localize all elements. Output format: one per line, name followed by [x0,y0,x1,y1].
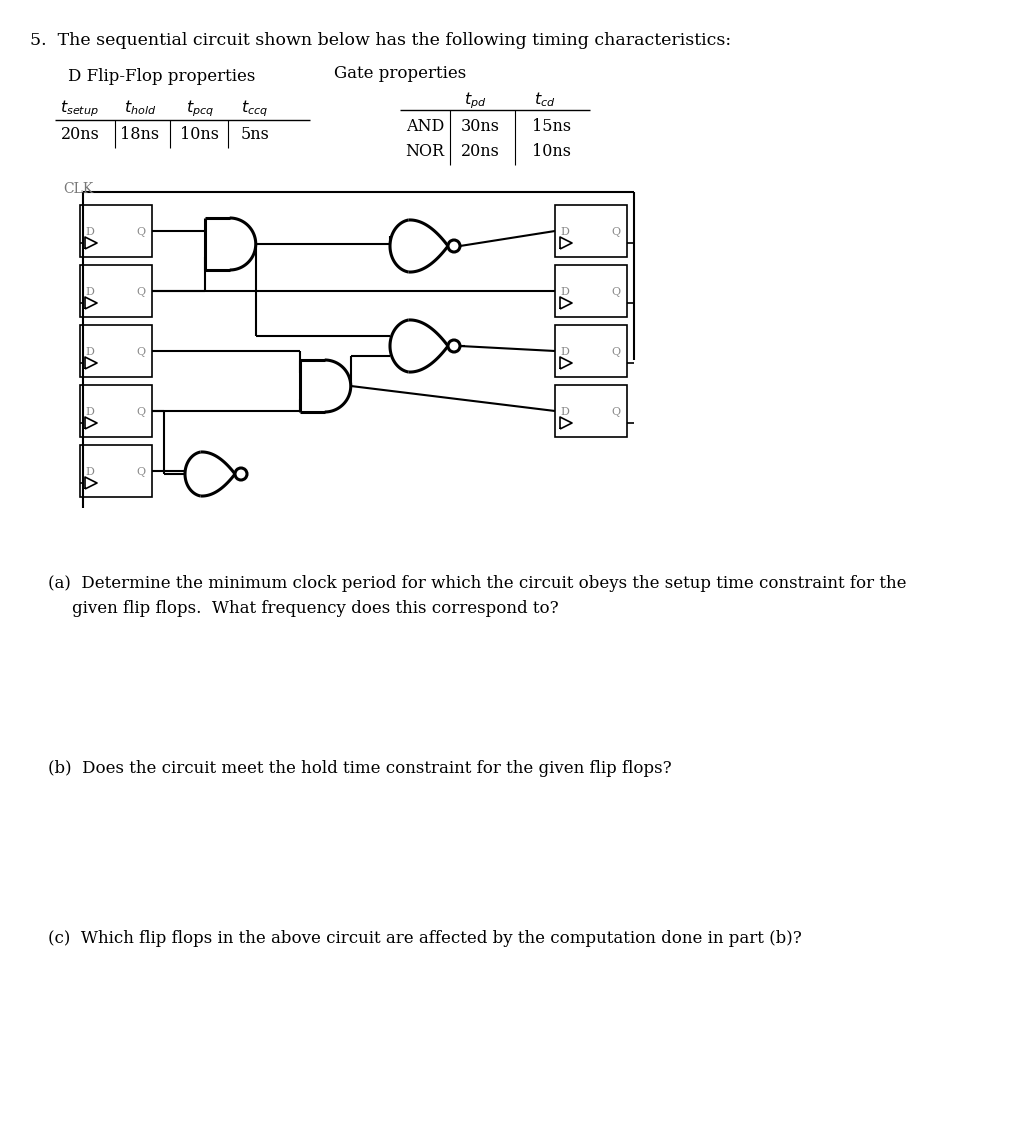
Text: $t_{pd}$: $t_{pd}$ [463,90,485,111]
Bar [80,265,152,318]
Text: D: D [559,287,568,297]
Text: 30ns: 30ns [460,118,499,135]
Text: Q: Q [135,227,145,237]
Bar [80,386,152,437]
Text: Q: Q [135,407,145,417]
Text: 20ns: 20ns [460,143,499,160]
Text: 15ns: 15ns [532,118,571,135]
Text: D: D [85,227,94,237]
Text: NOR: NOR [405,143,444,160]
Bar [554,386,627,437]
Text: 10ns: 10ns [532,143,571,160]
Text: D: D [85,287,94,297]
Bar [80,445,152,497]
Text: D: D [559,347,568,357]
Circle shape [235,468,247,480]
Text: Q: Q [611,407,620,417]
Text: CLK: CLK [63,181,93,196]
Bar [80,325,152,376]
Text: AND: AND [405,118,444,135]
Bar [554,325,627,376]
Text: Q: Q [135,467,145,477]
Circle shape [448,340,460,352]
Bar [554,205,627,257]
Text: D: D [85,407,94,417]
Text: Q: Q [611,227,620,237]
Text: given flip flops.  What frequency does this correspond to?: given flip flops. What frequency does th… [72,600,558,617]
Text: $t_{ccq}$: $t_{ccq}$ [242,98,268,119]
Text: Q: Q [611,347,620,357]
Text: 20ns: 20ns [61,126,99,143]
Text: D: D [559,407,568,417]
Circle shape [448,240,460,252]
Text: D Flip-Flop properties: D Flip-Flop properties [68,68,255,85]
Text: Gate properties: Gate properties [334,65,466,82]
Text: Q: Q [135,287,145,297]
Text: $t_{setup}$: $t_{setup}$ [61,98,99,119]
Text: 5ns: 5ns [241,126,269,143]
Text: Q: Q [611,287,620,297]
Text: $t_{pcq}$: $t_{pcq}$ [186,98,214,119]
Text: 10ns: 10ns [180,126,219,143]
Text: $t_{cd}$: $t_{cd}$ [534,90,555,109]
Text: 5.  The sequential circuit shown below has the following timing characteristics:: 5. The sequential circuit shown below ha… [30,32,730,49]
Text: D: D [559,227,568,237]
Text: D: D [85,467,94,477]
Text: D: D [85,347,94,357]
Bar [80,205,152,257]
Text: (b)  Does the circuit meet the hold time constraint for the given flip flops?: (b) Does the circuit meet the hold time … [48,760,671,777]
Text: 18ns: 18ns [120,126,160,143]
Text: (a)  Determine the minimum clock period for which the circuit obeys the setup ti: (a) Determine the minimum clock period f… [48,575,906,592]
Bar [554,265,627,318]
Text: $t_{hold}$: $t_{hold}$ [123,98,156,117]
Text: Q: Q [135,347,145,357]
Text: (c)  Which flip flops in the above circuit are affected by the computation done : (c) Which flip flops in the above circui… [48,930,801,947]
